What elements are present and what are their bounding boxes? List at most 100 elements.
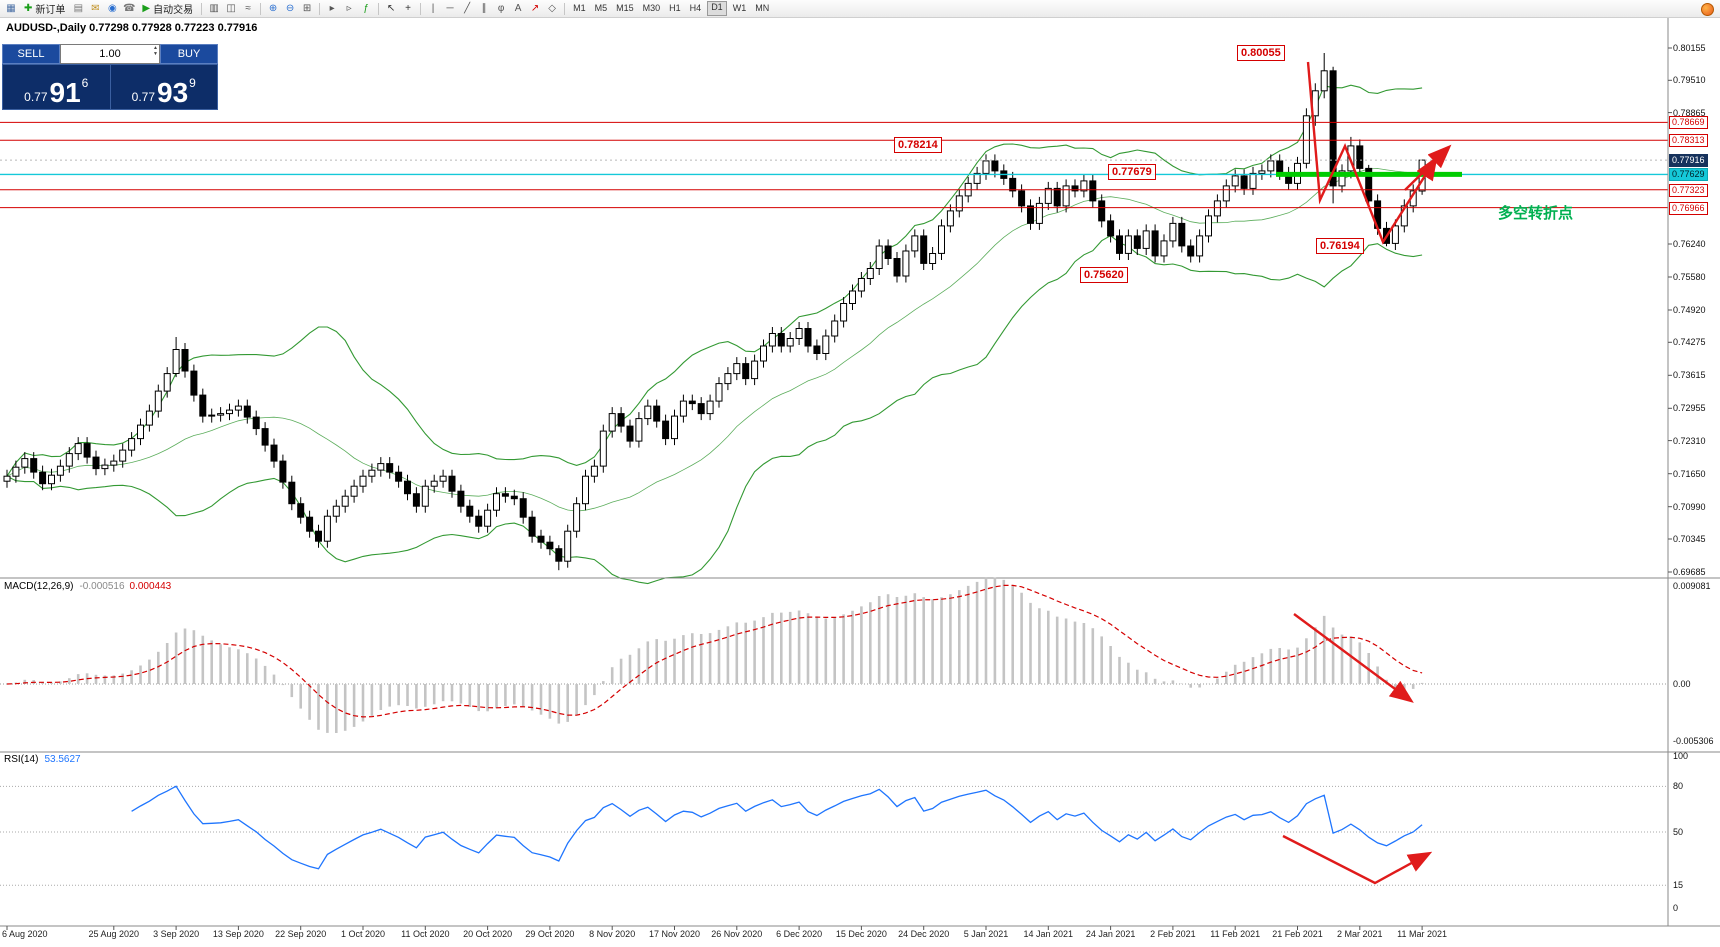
rsi-scale-label: 80 (1673, 781, 1684, 792)
text-label-icon: A (514, 3, 522, 14)
spinner-down-icon[interactable]: ▼ (153, 51, 158, 57)
price-level-label-red: 0.77323 (1669, 183, 1708, 197)
price-scale-label: 0.69685 (1673, 566, 1706, 577)
market-icon[interactable]: ◉ (104, 2, 120, 16)
price-annotation-label: 0.77679 (1108, 163, 1156, 180)
zoom-out-icon[interactable]: ⊖ (282, 2, 298, 16)
date-axis-label: 25 Aug 2020 (88, 929, 140, 939)
date-axis-label: 2 Feb 2021 (1150, 929, 1196, 939)
vertical-line-icon[interactable]: | (425, 2, 441, 16)
macd-scale-label: 0.009081 (1673, 581, 1711, 591)
date-axis-label: 11 Feb 2021 (1210, 929, 1261, 939)
tile-windows-icon[interactable]: ⊞ (299, 2, 315, 16)
timeframe-w1[interactable]: W1 (732, 3, 747, 13)
cursor-icon[interactable]: ↖ (383, 2, 399, 16)
mail-icon: ✉ (91, 3, 100, 14)
price-annotation-label: 0.76194 (1316, 238, 1364, 255)
buy-button[interactable]: BUY (160, 44, 218, 64)
price-scale-label: 0.72955 (1673, 403, 1706, 414)
price-annotation-label: 0.75620 (1080, 266, 1128, 283)
annotation-note-text: 多空转折点 (1498, 205, 1574, 222)
macd-indicator-label: MACD(12,26,9) -0.000516 0.000443 (4, 581, 171, 592)
lot-size-box: ▲▼ (60, 44, 160, 64)
indicators-icon[interactable]: ƒ (358, 2, 374, 16)
rsi-value: 53.5627 (44, 754, 81, 765)
tile-windows-icon: ⊞ (302, 3, 312, 14)
crosshair-icon[interactable]: + (400, 2, 416, 16)
rsi-scale-label: 0 (1673, 903, 1679, 913)
macd-name: MACD(12,26,9) (4, 581, 74, 592)
date-axis-label: 11 Mar 2021 (1397, 929, 1448, 939)
channel-icon: ∥ (481, 3, 487, 14)
toolbar-separator (420, 2, 422, 15)
sell-price[interactable]: 0.77 91 6 (3, 65, 110, 109)
trade-panel-prices: 0.77 91 6 0.77 93 9 (2, 64, 218, 110)
bar-chart-icon[interactable]: ▥ (206, 2, 222, 16)
rsi-name: RSI(14) (4, 754, 39, 765)
mail-icon[interactable]: ✉ (87, 2, 103, 16)
fibonacci-icon: φ (497, 3, 505, 14)
zoom-in-icon[interactable]: ⊕ (265, 2, 281, 16)
text-label-icon[interactable]: A (510, 2, 526, 16)
buy-price-big: 93 (157, 76, 189, 108)
horizontal-line-icon[interactable]: ─ (442, 2, 458, 16)
horizontal-line-icon: ─ (446, 3, 454, 14)
toolbar-separator (378, 2, 380, 15)
timeframe-h4[interactable]: H4 (689, 3, 702, 13)
new-order-icon: ✚ (24, 3, 33, 14)
timeframe-m15[interactable]: M15 (616, 3, 634, 13)
candlestick-chart-icon: ◫ (226, 3, 236, 14)
chart-profiles-icon[interactable]: ▤ (70, 2, 86, 16)
new-order-button[interactable]: ✚ 新订单 (20, 2, 69, 16)
buy-price[interactable]: 0.77 93 9 (109, 65, 218, 109)
macd-scale-label: -0.005306 (1673, 736, 1714, 747)
chart-shift-icon: ▹ (346, 3, 352, 14)
channel-icon[interactable]: ∥ (476, 2, 492, 16)
lot-spinner[interactable]: ▲ ▼ (153, 45, 158, 57)
date-axis-label: 15 Dec 2020 (835, 929, 887, 939)
timeframe-m1[interactable]: M1 (573, 3, 586, 13)
new-order-button-label: 新订单 (35, 5, 66, 16)
timeframe-m30[interactable]: M30 (642, 3, 661, 13)
indicators-icon: ƒ (363, 3, 369, 14)
chart-shift-icon[interactable]: ▹ (341, 2, 357, 16)
timeframe-h1[interactable]: H1 (669, 3, 681, 13)
lot-size-input[interactable] (78, 47, 142, 61)
price-scale-label: 0.74920 (1673, 305, 1706, 315)
trendline-icon[interactable]: ╱ (459, 2, 475, 16)
trade-panel-controls: SELL ▲▼ BUY (2, 44, 218, 64)
date-axis-label: 6 Dec 2020 (776, 929, 823, 939)
auto-scroll-icon[interactable]: ▸ (324, 2, 340, 16)
candlestick-chart-icon[interactable]: ◫ (223, 2, 239, 16)
rsi-scale-label: 50 (1673, 827, 1684, 837)
toolbar-separator (564, 2, 566, 15)
timeframe-mn[interactable]: MN (755, 3, 770, 13)
rsi-scale-label: 100 (1673, 751, 1689, 761)
date-axis-label: 3 Sep 2020 (153, 929, 200, 939)
line-chart-icon: ≈ (245, 3, 251, 14)
arrows-tool-icon[interactable]: ↗ (527, 2, 543, 16)
sell-button[interactable]: SELL (2, 44, 60, 64)
price-scale-label: 0.75580 (1673, 271, 1706, 282)
price-scale-label: 0.73615 (1673, 370, 1706, 381)
market-icon: ◉ (108, 3, 117, 14)
shapes-tool-icon: ◇ (548, 3, 556, 14)
timeframe-m5[interactable]: M5 (594, 3, 608, 13)
spinner-up-icon[interactable]: ▲ (153, 45, 158, 51)
chart-window-icon[interactable]: ▦ (3, 2, 19, 16)
fibonacci-icon[interactable]: φ (493, 2, 509, 16)
notification-icon[interactable] (1701, 3, 1714, 16)
date-axis-label: 6 Aug 2020 (2, 929, 48, 939)
auto-trading-button-label: 自动交易 (153, 5, 194, 16)
support-icon[interactable]: ☎ (121, 2, 137, 16)
price-scale-label: 0.72310 (1673, 435, 1706, 446)
price-scale-label: 0.80155 (1673, 43, 1706, 54)
price-annotation-label: 0.78214 (894, 137, 942, 154)
shapes-tool-icon[interactable]: ◇ (544, 2, 560, 16)
auto-trading-button[interactable]: ▶ 自动交易 (138, 2, 197, 16)
timeframe-d1[interactable]: D1 (707, 1, 727, 16)
line-chart-icon[interactable]: ≈ (240, 2, 256, 16)
trendline-icon: ╱ (464, 3, 471, 14)
price-level-label-cyan: 0.77629 (1669, 168, 1708, 182)
date-axis-label: 24 Dec 2020 (898, 929, 950, 939)
